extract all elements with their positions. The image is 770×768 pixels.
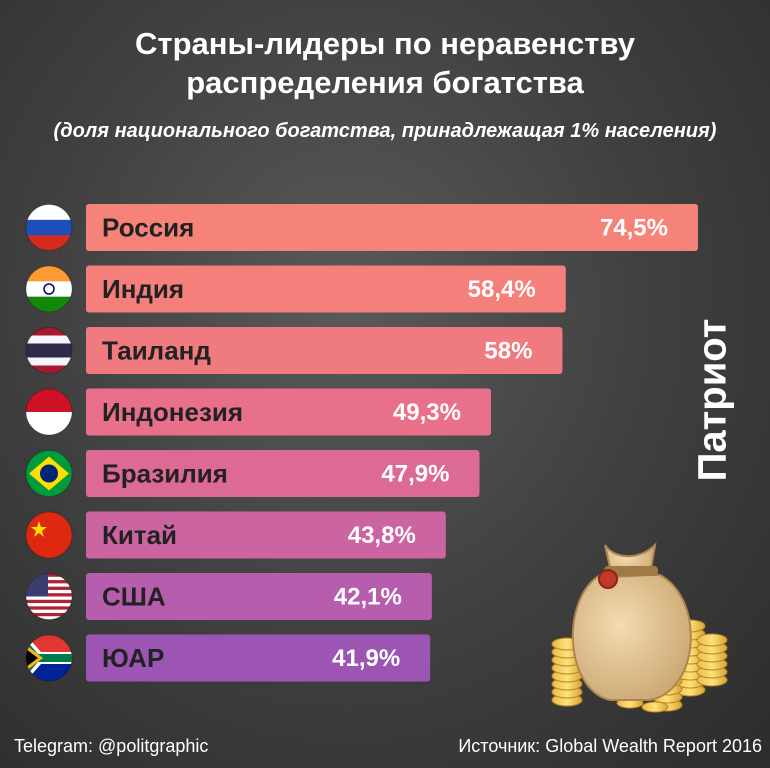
category-label: Бразилия [102, 459, 228, 489]
india-flag-icon [25, 265, 73, 313]
bar-4 [86, 388, 491, 436]
value-label: 74,5% [600, 215, 668, 242]
value-label: 42,1% [334, 584, 402, 611]
brazil-flag-icon [25, 450, 73, 497]
bar-5 [86, 450, 480, 497]
value-label: 47,9% [381, 461, 449, 488]
category-label: Индонезия [102, 397, 243, 427]
value-label: 43,8% [348, 522, 416, 549]
category-label: Китай [102, 520, 177, 550]
bar-2 [86, 265, 566, 313]
chart-title: Страны-лидеры по неравенству распределен… [135, 26, 635, 100]
category-label: Таиланд [102, 336, 211, 366]
bar-1 [86, 204, 698, 251]
value-label: 58% [484, 338, 532, 365]
chart-subtitle: (доля национального богатства, принадлеж… [53, 120, 717, 142]
bar-6 [86, 511, 446, 559]
russia-flag-icon [25, 204, 73, 251]
side-label: Патриот [690, 318, 735, 482]
telegram-credit: Telegram: @politgraphic [14, 736, 209, 756]
category-label: Индия [102, 274, 184, 304]
bar-7 [86, 573, 432, 620]
bar-3 [86, 327, 563, 374]
indonesia-flag-icon [25, 388, 73, 436]
source-credit: Источник: Global Wealth Report 2016 [458, 736, 762, 756]
usa-flag-icon [25, 573, 73, 620]
value-label: 49,3% [393, 399, 461, 426]
money-bag-with-coins-icon [551, 542, 728, 713]
china-flag-icon [25, 511, 73, 559]
category-label: США [102, 582, 166, 612]
south-africa-flag-icon [25, 634, 73, 682]
category-label: Россия [102, 213, 194, 243]
bar-8 [86, 634, 431, 682]
value-label: 41,9% [332, 645, 400, 672]
thailand-flag-icon [25, 327, 73, 374]
value-label: 58,4% [468, 276, 536, 303]
category-label: ЮАР [102, 643, 164, 673]
